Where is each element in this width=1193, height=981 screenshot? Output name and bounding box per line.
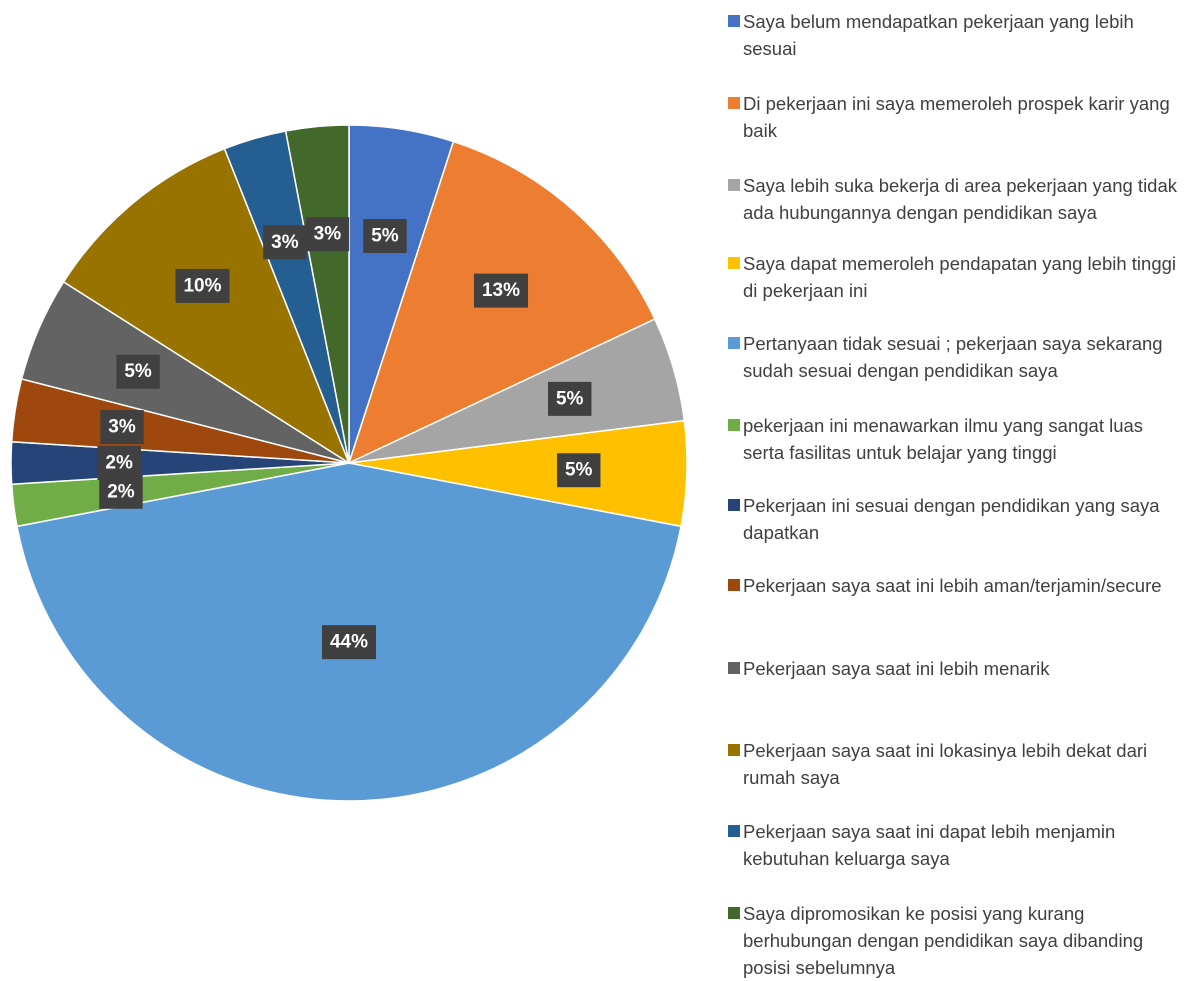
- legend-item: Saya belum mendapatkan pekerjaan yang le…: [728, 8, 1183, 62]
- legend-item: Pekerjaan ini sesuai dengan pendidikan y…: [728, 492, 1183, 546]
- data-label-text: 3%: [108, 417, 136, 438]
- data-label-text: 10%: [183, 275, 221, 296]
- legend-label: Pekerjaan saya saat ini lokasinya lebih …: [743, 740, 1148, 788]
- pie-slice: [62, 147, 351, 465]
- data-label-box: [99, 474, 143, 509]
- legend-label: Saya lebih suka bekerja di area pekerjaa…: [743, 175, 1178, 223]
- legend-swatch: [728, 337, 740, 349]
- legend-label: Pekerjaan ini sesuai dengan pendidikan y…: [743, 495, 1160, 543]
- data-label-text: 13%: [482, 280, 520, 301]
- legend-label: Pekerjaan saya saat ini dapat lebih menj…: [743, 821, 1116, 869]
- data-label-box: [473, 273, 529, 308]
- legend-item: Pekerjaan saya saat ini lokasinya lebih …: [728, 737, 1183, 791]
- data-label-text: 5%: [556, 388, 584, 409]
- legend-label: Saya belum mendapatkan pekerjaan yang le…: [743, 11, 1134, 59]
- legend-item: Saya lebih suka bekerja di area pekerjaa…: [728, 172, 1183, 226]
- legend-label: pekerjaan ini menawarkan ilmu yang sanga…: [743, 415, 1144, 463]
- legend-item: pekerjaan ini menawarkan ilmu yang sanga…: [728, 412, 1183, 466]
- legend-swatch: [728, 179, 740, 191]
- legend-item: Saya dipromosikan ke posisi yang kurang …: [728, 900, 1183, 981]
- legend-swatch: [728, 825, 740, 837]
- data-label: 5%: [363, 218, 407, 253]
- data-label-text: 3%: [271, 232, 299, 253]
- data-label-box: [305, 217, 350, 252]
- legend-swatch: [728, 257, 740, 269]
- data-label-text: 5%: [371, 225, 399, 246]
- data-label-text: 44%: [330, 632, 368, 653]
- data-label: 3%: [305, 217, 350, 252]
- data-label-box: [321, 625, 377, 660]
- legend-swatch: [728, 907, 740, 919]
- legend-item: Pekerjaan saya saat ini dapat lebih menj…: [728, 818, 1183, 872]
- data-label-box: [263, 225, 307, 260]
- legend-item: Pertanyaan tidak sesuai ; pekerjaan saya…: [728, 330, 1183, 384]
- legend-item: Pekerjaan saya saat ini lebih aman/terja…: [728, 572, 1183, 599]
- data-label: 2%: [99, 474, 143, 509]
- data-label: 5%: [556, 453, 601, 488]
- data-label: 3%: [263, 225, 307, 260]
- data-label: 5%: [547, 381, 592, 416]
- data-label-text: 2%: [107, 481, 135, 502]
- data-label-text: 5%: [565, 460, 593, 481]
- legend-swatch: [728, 15, 740, 27]
- legend-item: Pekerjaan saya saat ini lebih menarik: [728, 655, 1183, 682]
- legend-swatch: [728, 419, 740, 431]
- legend-item: Saya dapat memeroleh pendapatan yang leb…: [728, 250, 1183, 304]
- data-label-box: [116, 354, 160, 389]
- legend-label: Pekerjaan saya saat ini lebih aman/terja…: [743, 575, 1162, 596]
- data-label-box: [556, 453, 601, 488]
- legend-swatch: [728, 97, 740, 109]
- legend-swatch: [728, 744, 740, 756]
- data-label-text: 5%: [124, 361, 152, 382]
- legend-label: Pekerjaan saya saat ini lebih menarik: [743, 658, 1050, 679]
- legend-swatch: [728, 499, 740, 511]
- data-label-box: [547, 381, 592, 416]
- data-label-box: [363, 218, 407, 253]
- data-label: 3%: [100, 410, 144, 445]
- data-label-box: [175, 268, 230, 303]
- legend-label: Saya dapat memeroleh pendapatan yang leb…: [743, 253, 1177, 301]
- legend-swatch: [728, 579, 740, 591]
- data-label-box: [97, 446, 141, 480]
- data-label-box: [100, 410, 144, 445]
- data-label-text: 3%: [314, 224, 342, 245]
- legend-item: Di pekerjaan ini saya memeroleh prospek …: [728, 90, 1183, 144]
- pie-slice: [284, 124, 350, 464]
- data-label: 13%: [473, 273, 529, 308]
- legend-label: Di pekerjaan ini saya memeroleh prospek …: [743, 93, 1170, 141]
- legend-label: Pertanyaan tidak sesuai ; pekerjaan saya…: [743, 333, 1163, 381]
- legend-label: Saya dipromosikan ke posisi yang kurang …: [743, 903, 1144, 978]
- data-label: 10%: [175, 268, 230, 303]
- data-label: 2%: [97, 446, 141, 480]
- data-label: 5%: [116, 354, 160, 389]
- data-label-text: 2%: [105, 453, 133, 474]
- data-label: 44%: [321, 625, 377, 660]
- legend-swatch: [728, 662, 740, 674]
